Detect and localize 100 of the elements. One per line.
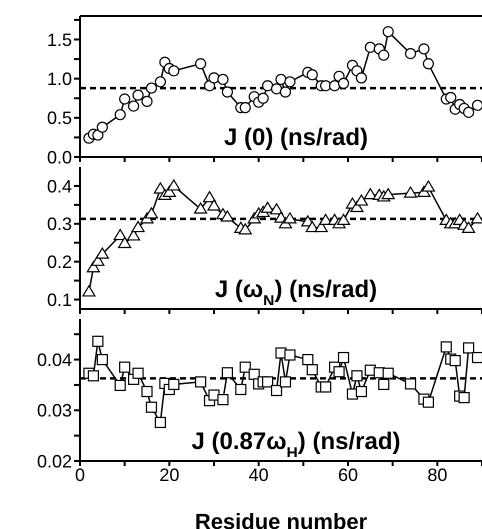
point: [132, 368, 144, 379]
point: [302, 354, 314, 366]
point: [96, 247, 109, 259]
point: [458, 392, 470, 404]
x-tick-label: 40: [248, 464, 269, 485]
point: [240, 362, 251, 373]
point: [261, 202, 274, 213]
point: [202, 191, 216, 202]
point: [220, 210, 234, 222]
point: [141, 96, 153, 107]
point: [119, 362, 130, 373]
point: [217, 74, 229, 86]
point: [258, 92, 269, 104]
point: [422, 58, 434, 70]
point: [472, 100, 482, 111]
point: [440, 341, 452, 352]
point: [235, 384, 246, 396]
point: [222, 367, 233, 378]
point: [114, 380, 126, 392]
point: [168, 65, 180, 76]
point: [118, 236, 132, 248]
point: [146, 82, 158, 94]
point: [262, 80, 274, 92]
point: [356, 386, 367, 398]
point: [354, 194, 368, 206]
point: [270, 83, 282, 94]
point: [356, 72, 367, 84]
point: [275, 74, 287, 86]
point: [141, 386, 153, 398]
y-tick-label: 0.02: [36, 451, 72, 472]
point: [132, 90, 144, 101]
point: [422, 396, 434, 408]
point: [248, 368, 260, 380]
point: [154, 416, 166, 428]
point: [217, 394, 229, 406]
point: [96, 354, 108, 366]
point: [463, 342, 474, 354]
point: [114, 109, 126, 120]
point: [270, 203, 284, 214]
point: [240, 102, 251, 114]
y-tick-label: 0.2: [46, 252, 72, 272]
y-tick-label: 1.5: [46, 30, 72, 50]
point: [382, 26, 394, 38]
point: [463, 106, 474, 118]
point: [195, 376, 206, 388]
point: [306, 364, 318, 376]
point: [422, 180, 435, 192]
point: [92, 129, 104, 141]
point: [280, 376, 292, 388]
point: [238, 223, 252, 234]
point: [146, 402, 158, 413]
point: [404, 378, 416, 390]
y-tick-label: 0.4: [46, 176, 72, 196]
point: [329, 80, 340, 92]
point: [450, 354, 461, 366]
point: [208, 72, 220, 84]
point: [207, 199, 221, 211]
point: [351, 370, 363, 382]
x-tick-label: 20: [159, 464, 180, 485]
point: [262, 376, 274, 388]
y-tick-label: 0.0: [46, 147, 72, 168]
point: [404, 48, 416, 60]
point: [204, 80, 216, 92]
y-tick-label: 0.04: [36, 350, 72, 370]
y-tick-label: 0.3: [46, 214, 72, 234]
point: [338, 78, 350, 89]
y-tick-label: 0.5: [46, 108, 72, 128]
point: [144, 207, 158, 219]
point: [472, 352, 482, 364]
point: [82, 285, 96, 297]
point: [131, 220, 145, 232]
point: [320, 80, 332, 92]
point: [462, 222, 476, 233]
point: [283, 212, 297, 224]
point: [378, 50, 390, 61]
point: [168, 378, 180, 390]
point: [195, 58, 206, 70]
annotation: J (0) (ns/rad): [224, 124, 368, 151]
point: [306, 69, 318, 80]
point: [284, 76, 296, 88]
point: [222, 86, 233, 98]
point: [445, 92, 456, 104]
point: [270, 384, 282, 396]
point: [167, 179, 180, 191]
point: [338, 352, 350, 364]
point: [404, 186, 418, 198]
x-tick-label: 0: [74, 464, 86, 485]
point: [194, 202, 208, 214]
point: [119, 93, 130, 105]
point: [284, 349, 296, 361]
x-tick-label: 60: [338, 464, 358, 485]
point: [128, 100, 140, 112]
point: [320, 381, 332, 393]
point: [88, 370, 99, 382]
point: [364, 42, 376, 53]
y-tick-label: 1.0: [46, 69, 72, 90]
point: [280, 86, 292, 98]
point: [154, 76, 166, 88]
x-axis-title: Residue number: [194, 509, 368, 529]
point: [378, 378, 390, 390]
